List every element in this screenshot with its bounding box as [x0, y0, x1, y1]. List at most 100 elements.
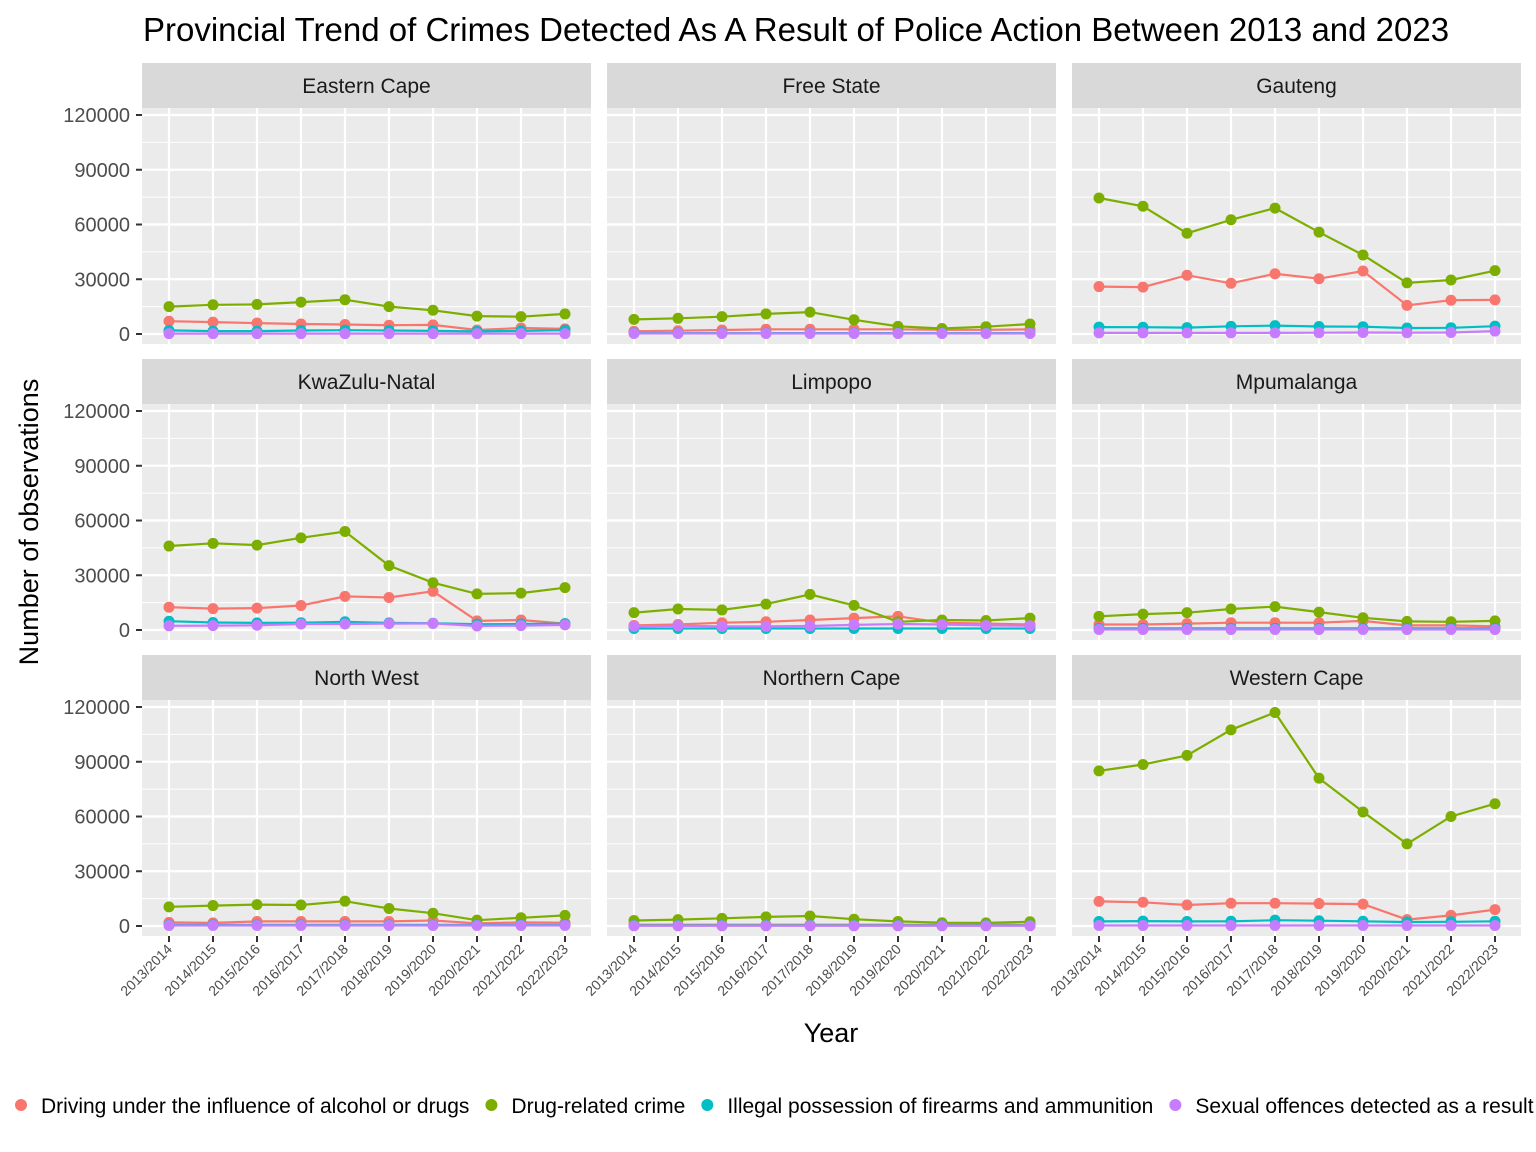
facet-panel-north-west: North West03000060000900001200002013/201… — [63, 655, 591, 999]
data-point — [295, 296, 307, 308]
data-point — [1024, 612, 1036, 624]
data-point — [1093, 765, 1105, 777]
data-point — [1181, 749, 1193, 761]
data-point — [1357, 249, 1369, 261]
data-point — [295, 899, 307, 911]
data-point — [1024, 318, 1036, 330]
data-point — [760, 598, 772, 610]
data-point — [760, 911, 772, 923]
facet-panel-western-cape: Western Cape2013/20142014/20152015/20162… — [1047, 655, 1521, 999]
data-point — [1401, 623, 1413, 635]
y-tick-label: 90000 — [74, 752, 130, 774]
data-point — [1489, 798, 1501, 810]
data-point — [1357, 612, 1369, 624]
data-point — [559, 619, 571, 631]
data-point — [471, 310, 483, 322]
data-point — [1313, 606, 1325, 618]
data-point — [628, 327, 640, 339]
data-point — [804, 588, 816, 600]
data-point — [804, 306, 816, 318]
data-point — [1181, 227, 1193, 239]
data-point — [251, 602, 263, 614]
data-point — [515, 620, 527, 632]
series-line — [168, 530, 566, 596]
data-point — [251, 328, 263, 340]
panel-background — [607, 700, 1056, 936]
data-point — [892, 920, 904, 932]
facet-strip — [1072, 63, 1521, 108]
data-point — [251, 619, 263, 631]
data-point — [559, 919, 571, 931]
data-point — [804, 620, 816, 632]
facet-strip-label: Gauteng — [1256, 75, 1337, 98]
series-line — [168, 329, 566, 333]
facet-strip — [142, 359, 591, 404]
data-point — [1401, 919, 1413, 931]
legend-key — [485, 1099, 498, 1111]
series-line — [1099, 619, 1496, 628]
facet-strip — [142, 63, 591, 108]
panel-background — [1072, 404, 1521, 640]
data-point — [848, 619, 860, 631]
data-point — [760, 308, 772, 320]
data-point — [1137, 281, 1149, 293]
series-line — [168, 900, 566, 922]
y-tick-label: 30000 — [74, 861, 130, 883]
y-axis-title: Number of observations — [14, 379, 44, 666]
series-line — [633, 328, 1031, 333]
x-axis-title: Year — [804, 1018, 859, 1048]
y-tick-label: 30000 — [74, 565, 130, 587]
series-line — [168, 919, 566, 925]
data-point — [1093, 623, 1105, 635]
data-point — [1489, 919, 1501, 931]
data-point — [339, 328, 351, 340]
data-point — [1269, 202, 1281, 214]
data-point — [339, 590, 351, 602]
facet-strip-label: Limpopo — [791, 371, 872, 394]
data-point — [1137, 608, 1149, 620]
data-point — [716, 920, 728, 932]
series-line — [633, 593, 1031, 623]
chart-title: Provincial Trend of Crimes Detected As A… — [143, 11, 1449, 48]
series-line — [1098, 324, 1496, 330]
data-point — [163, 919, 175, 931]
data-point — [1137, 896, 1149, 908]
data-point — [936, 619, 948, 631]
data-point — [1225, 897, 1237, 909]
data-point — [163, 620, 175, 632]
data-point — [1357, 623, 1369, 635]
y-tick-label: 60000 — [74, 511, 130, 533]
data-point — [980, 920, 992, 932]
data-point — [163, 601, 175, 613]
data-point — [471, 919, 483, 931]
data-point — [848, 920, 860, 932]
series-line — [168, 590, 566, 625]
data-point — [1225, 277, 1237, 289]
data-point — [1445, 274, 1457, 286]
data-point — [1313, 772, 1325, 784]
panel-background — [607, 404, 1056, 640]
data-point — [1269, 327, 1281, 339]
y-tick-label: 60000 — [74, 807, 130, 829]
data-point — [672, 327, 684, 339]
data-point — [1225, 724, 1237, 736]
data-point — [295, 532, 307, 544]
data-point — [207, 328, 219, 340]
data-point — [1137, 623, 1149, 635]
y-tick-label: 0 — [119, 916, 130, 938]
data-point — [207, 919, 219, 931]
facet-strip — [1072, 359, 1521, 404]
data-point — [163, 315, 175, 327]
data-point — [1313, 898, 1325, 910]
panel-background — [1072, 108, 1521, 344]
data-point — [1181, 327, 1193, 339]
legend-label: Drug-related crime — [511, 1095, 685, 1118]
data-point — [251, 317, 263, 329]
data-point — [804, 327, 816, 339]
data-point — [1181, 899, 1193, 911]
y-tick-label: 0 — [119, 324, 130, 346]
facet-panel-mpumalanga: Mpumalanga — [1072, 359, 1521, 640]
data-point — [339, 294, 351, 306]
data-point — [1401, 277, 1413, 289]
legend-key — [1169, 1099, 1182, 1111]
